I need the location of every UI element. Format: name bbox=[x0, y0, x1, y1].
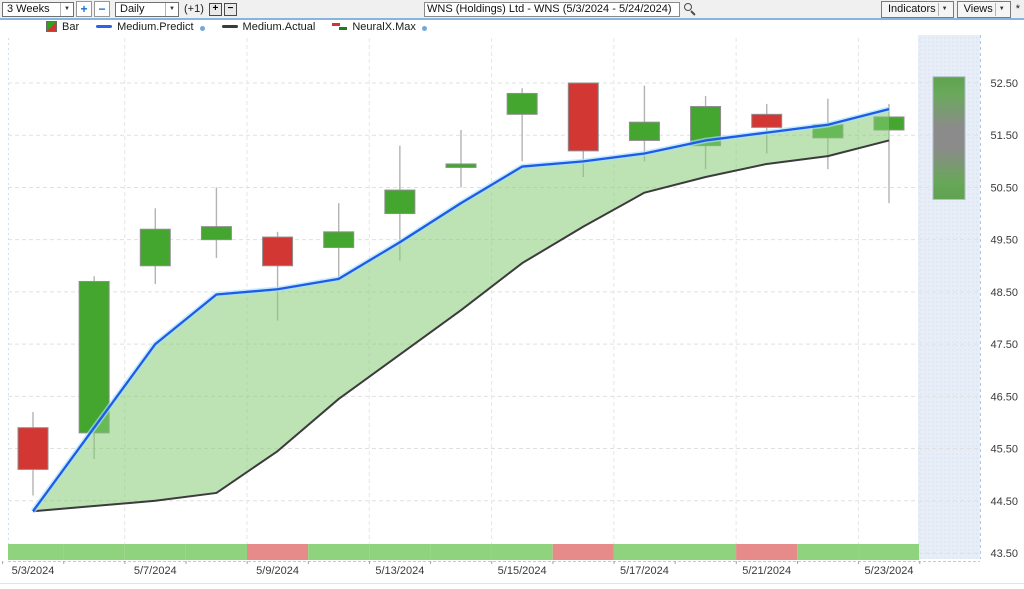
candle-body bbox=[323, 231, 355, 249]
info-dot-icon[interactable] bbox=[199, 26, 205, 31]
candle-body bbox=[78, 280, 110, 434]
y-tick-label: 46.50 bbox=[990, 391, 1018, 403]
candle-body bbox=[262, 236, 294, 267]
toolbar-accent-line bbox=[0, 18, 1024, 20]
legend-label-neuralx: NeuralX.Max bbox=[352, 20, 416, 33]
range-select[interactable]: 3 Weeks bbox=[2, 1, 74, 17]
candle-body bbox=[384, 189, 416, 215]
x-tick-label: 5/21/2024 bbox=[742, 565, 791, 577]
y-tick-label: 44.50 bbox=[990, 496, 1018, 508]
range-select-value: 3 Weeks bbox=[7, 3, 50, 15]
zoom-out-button[interactable]: − bbox=[94, 1, 110, 17]
actual-line bbox=[32, 139, 890, 513]
predict-line-icon bbox=[96, 25, 113, 28]
y-tick-label: 43.50 bbox=[990, 548, 1018, 560]
chart-canvas: 5/3/2024 5/7/2024 5/9/2024 5/13/2024 5/15/20… bbox=[2, 35, 1018, 577]
neuralx-strip-cell bbox=[185, 544, 248, 560]
views-button-label: Views bbox=[963, 3, 993, 15]
neuralx-strip-cell bbox=[308, 544, 370, 560]
modified-indicator: * bbox=[1015, 3, 1020, 15]
y-tick-label: 47.50 bbox=[990, 339, 1018, 351]
neuralx-strip-cell bbox=[858, 544, 919, 560]
views-button[interactable]: Views bbox=[956, 0, 1011, 18]
info-dot-icon[interactable] bbox=[421, 26, 427, 31]
indicators-button[interactable]: Indicators bbox=[880, 0, 954, 18]
neuralx-strip-cell bbox=[8, 544, 64, 560]
candle-body bbox=[17, 427, 49, 470]
predict-line bbox=[32, 107, 890, 512]
x-tick-label: 5/13/2024 bbox=[375, 565, 424, 577]
chevron-down-icon bbox=[994, 2, 1008, 16]
legend-label-predict: Medium.Predict bbox=[117, 20, 194, 33]
candle-body bbox=[567, 82, 599, 152]
neuralx-strip-cell bbox=[552, 544, 614, 560]
neuralx-strip-cell bbox=[124, 544, 186, 560]
x-tick-label: 5/7/2024 bbox=[134, 565, 177, 577]
candle-body bbox=[139, 228, 171, 267]
chart-legend: Bar Medium.Predict Medium.Actual NeuralX… bbox=[0, 20, 1024, 33]
x-tick-label: 5/15/2024 bbox=[498, 565, 547, 577]
period-select[interactable]: Daily bbox=[115, 1, 179, 17]
bar-series-icon bbox=[46, 21, 57, 32]
y-tick-label: 45.50 bbox=[990, 444, 1018, 456]
period-select-value: Daily bbox=[120, 3, 145, 15]
candle-body bbox=[445, 163, 477, 168]
candle-body bbox=[200, 226, 232, 241]
chart-area[interactable]: 5/3/2024 5/7/2024 5/9/2024 5/13/2024 5/15/20… bbox=[0, 33, 1024, 584]
neuralx-range-bar bbox=[932, 76, 966, 200]
offset-plus-button[interactable]: + bbox=[208, 2, 222, 16]
legend-item-medium-actual[interactable]: Medium.Actual bbox=[221, 20, 316, 33]
y-tick-label: 52.50 bbox=[990, 78, 1018, 90]
chevron-down-icon bbox=[165, 2, 178, 16]
neuralx-strip-cell bbox=[247, 544, 309, 560]
actual-line-icon bbox=[221, 25, 238, 28]
candle-body bbox=[628, 121, 660, 141]
bar-offset-label: (+1) bbox=[184, 3, 204, 15]
candle-body bbox=[751, 113, 783, 128]
zoom-in-button[interactable]: + bbox=[76, 1, 92, 17]
legend-item-bar[interactable]: Bar bbox=[46, 21, 79, 33]
search-icon[interactable] bbox=[684, 2, 697, 16]
y-tick-label: 48.50 bbox=[990, 287, 1018, 299]
neuralx-strip-cell bbox=[430, 544, 492, 560]
neuralx-strip-cell bbox=[736, 544, 798, 560]
indicators-button-label: Indicators bbox=[887, 3, 936, 15]
top-toolbar: 3 Weeks + − Daily (+1) + − Indicators Vi… bbox=[0, 0, 1024, 18]
neuralx-strip-cell bbox=[369, 544, 431, 560]
y-tick-label: 49.50 bbox=[990, 235, 1018, 247]
neuralx-strip-cell bbox=[613, 544, 676, 560]
chevron-down-icon bbox=[60, 2, 73, 16]
neuralx-strip-cell bbox=[63, 544, 125, 560]
legend-item-medium-predict[interactable]: Medium.Predict bbox=[96, 20, 205, 33]
neuralx-strip-cell bbox=[491, 544, 553, 560]
neuralx-step-icon bbox=[332, 22, 348, 32]
neuralx-strip-cell bbox=[675, 544, 737, 560]
candle-body bbox=[506, 92, 538, 115]
y-tick-label: 51.50 bbox=[990, 130, 1018, 142]
chevron-down-icon bbox=[937, 2, 951, 16]
neuralx-strip-cell bbox=[797, 544, 859, 560]
symbol-search bbox=[424, 1, 697, 17]
symbol-search-input[interactable] bbox=[424, 1, 680, 17]
legend-item-neuralx-max[interactable]: NeuralX.Max bbox=[332, 21, 427, 33]
x-tick-label: 5/17/2024 bbox=[620, 565, 669, 577]
toolbar-right-group: Indicators Views * bbox=[880, 0, 1020, 18]
y-tick-label: 50.50 bbox=[990, 182, 1018, 194]
legend-label-bar: Bar bbox=[62, 20, 80, 33]
x-tick-label: 5/9/2024 bbox=[256, 565, 299, 577]
x-tick-label: 5/3/2024 bbox=[12, 565, 55, 577]
x-tick-label: 5/23/2024 bbox=[865, 565, 914, 577]
offset-minus-button[interactable]: − bbox=[223, 2, 237, 16]
legend-label-actual: Medium.Actual bbox=[242, 20, 316, 33]
